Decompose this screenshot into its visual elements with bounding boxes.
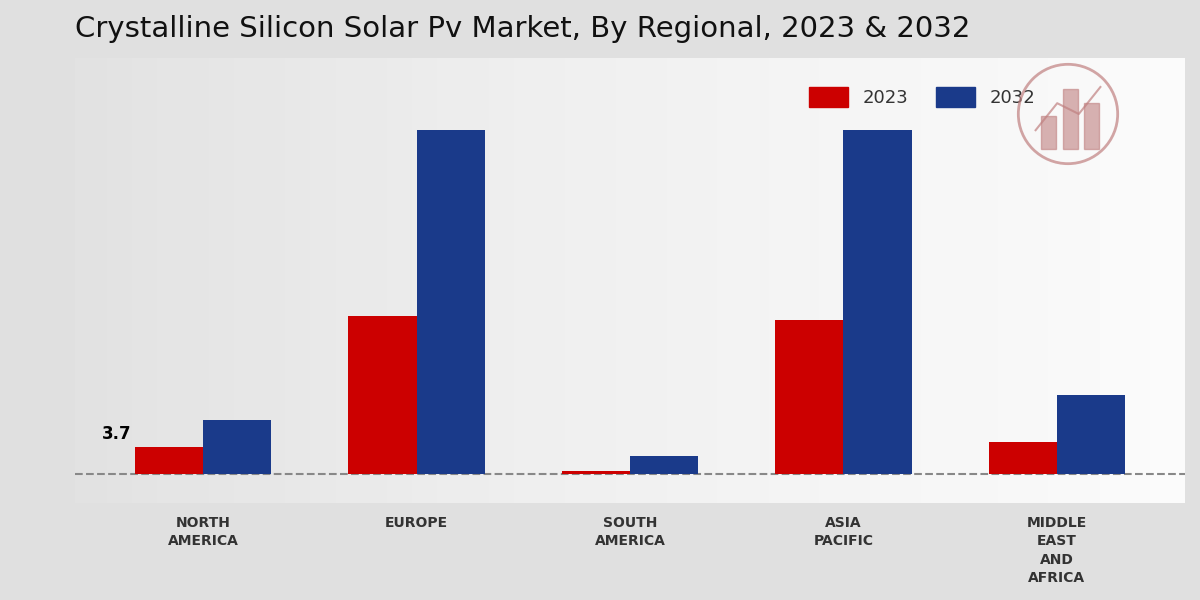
Bar: [1085, 103, 1099, 149]
Bar: [775, 320, 844, 474]
Bar: [1063, 89, 1078, 149]
Text: 3.7: 3.7: [102, 425, 131, 443]
Bar: [348, 316, 416, 474]
Bar: [562, 471, 630, 474]
Bar: [1057, 395, 1126, 474]
Bar: [844, 130, 912, 474]
Bar: [630, 456, 698, 474]
Bar: [134, 448, 203, 474]
Bar: [989, 442, 1057, 474]
Text: Crystalline Silicon Solar Pv Market, By Regional, 2023 & 2032: Crystalline Silicon Solar Pv Market, By …: [74, 15, 971, 43]
Bar: [416, 130, 485, 474]
Bar: [1042, 116, 1056, 149]
Bar: [203, 420, 271, 474]
Legend: 2023, 2032: 2023, 2032: [802, 80, 1043, 115]
